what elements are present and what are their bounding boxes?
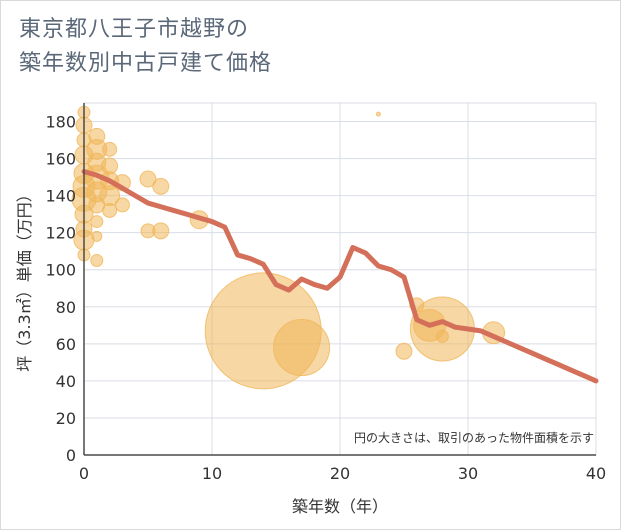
bubble-series [71,105,506,390]
bubble-point-30 [152,222,170,240]
y-tick-label-60: 60 [56,335,76,354]
y-axis-label: 坪（3.3㎡）単価（万円） [15,186,34,371]
bubble-point-18 [91,230,103,242]
x-tick-label-30: 30 [458,464,478,483]
y-tick-label-100: 100 [45,261,76,280]
y-tick-label-20: 20 [56,409,76,428]
y-tick-label-0: 0 [66,446,76,465]
bubble-point-19 [90,253,104,267]
y-tick-label-160: 160 [45,150,76,169]
x-tick-label-0: 0 [79,464,89,483]
bubble-point-20 [102,141,118,157]
bubble-point-29 [152,177,170,195]
y-tick-label-180: 180 [45,113,76,132]
bubble-point-26 [114,197,130,213]
bubble-point-27 [139,170,157,188]
chart-title-line-2: 築年数別中古戸建て価格 [19,51,273,76]
bubble-point-24 [102,202,118,218]
bubble-point-39 [435,329,449,343]
trend-line [81,169,599,384]
x-tick-label-10: 10 [202,464,222,483]
y-tick-label-80: 80 [56,298,76,317]
y-tick-label-120: 120 [45,224,76,243]
y-tick-label-140: 140 [45,187,76,206]
y-tick-label-40: 40 [56,372,76,391]
bubble-point-33 [273,319,331,377]
x-axis-label: 築年数（年） [292,497,388,516]
bubble-size-note: 円の大きさは、取引のあった物件面積を示す [354,430,594,445]
x-tick-label-20: 20 [330,464,350,483]
chart-title-line-1: 東京都八王子市越野の [19,17,250,42]
x-tick-label-40: 40 [586,464,606,483]
bubble-point-34 [375,111,381,117]
bubble-point-35 [395,342,413,360]
bubble-point-17 [90,215,104,229]
chart-title: 東京都八王子市越野の 築年数別中古戸建て価格 [19,13,579,81]
